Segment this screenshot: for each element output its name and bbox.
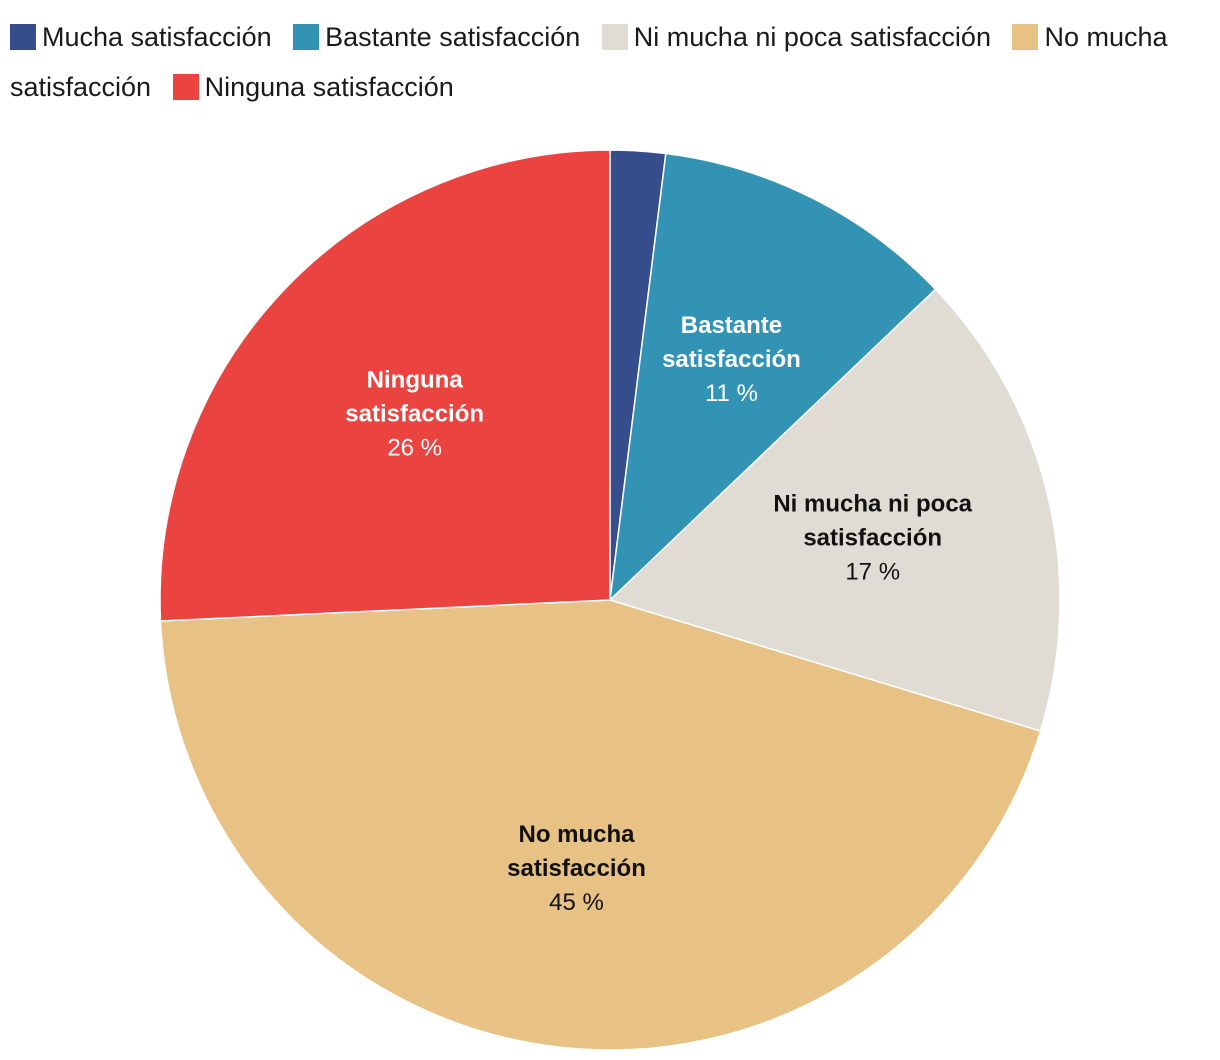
pie-labels: Bastante satisfacción 11 % Ni mucha ni poca… [345, 312, 972, 916]
pie-slice-bastante [608, 152, 937, 602]
legend-item-ninguna: Ninguna satisfacción [172, 72, 454, 102]
legend-swatch [10, 24, 36, 50]
chart-legend: Mucha satisfacción Bastante satisfacción… [10, 12, 1190, 112]
legend-item-bastante: Bastante satisfacción [293, 22, 580, 52]
legend-label: Mucha satisfacción [42, 22, 272, 52]
slice-label-no-mucha: No mucha satisfacción 45 % [507, 821, 646, 916]
slice-label-value: 45 % [549, 889, 604, 916]
legend-label: No mucha satisfacción [10, 22, 1168, 102]
slice-label-name: No mucha [518, 821, 635, 848]
legend-label: Ni mucha ni poca satisfacción [633, 22, 991, 52]
legend-item-ni-mucha-ni-poca: Ni mucha ni poca satisfacción [601, 22, 991, 52]
legend-label: Bastante satisfacción [325, 22, 581, 52]
pie-slice-ni-mucha-ni-poca [608, 288, 1061, 732]
slice-label-value: 26 % [387, 435, 442, 462]
slice-label-name: Ni mucha ni poca [773, 491, 972, 518]
slice-label-value: 17 % [845, 559, 900, 586]
slice-label-bastante: Bastante satisfacción 11 % [662, 312, 801, 407]
pie-slice-no-mucha [159, 599, 1042, 1051]
legend-item-mucha: Mucha satisfacción [10, 22, 272, 52]
pie-slices [159, 149, 1061, 1051]
legend-label: Ninguna satisfacción [204, 72, 454, 102]
slice-label-ninguna: Ninguna satisfacción 26 % [345, 367, 484, 462]
legend-swatch [293, 24, 320, 50]
pie-slice-ninguna [159, 149, 611, 622]
legend-swatch [172, 74, 199, 100]
slice-label-name: Ninguna [367, 367, 464, 394]
slice-label-name: Bastante [681, 312, 782, 339]
slice-label-ni-mucha-ni-poca: Ni mucha ni poca satisfacción 17 % [773, 491, 972, 586]
slice-label-name: satisfacción [662, 346, 801, 373]
slice-label-value: 11 % [705, 380, 758, 407]
slice-label-name: satisfacción [803, 525, 942, 552]
legend-swatch [1012, 24, 1039, 50]
slice-label-name: satisfacción [507, 855, 646, 882]
slice-label-name: satisfacción [345, 401, 484, 428]
legend-swatch [601, 24, 628, 50]
legend-item-no-mucha: No mucha satisfacción [10, 22, 1168, 102]
